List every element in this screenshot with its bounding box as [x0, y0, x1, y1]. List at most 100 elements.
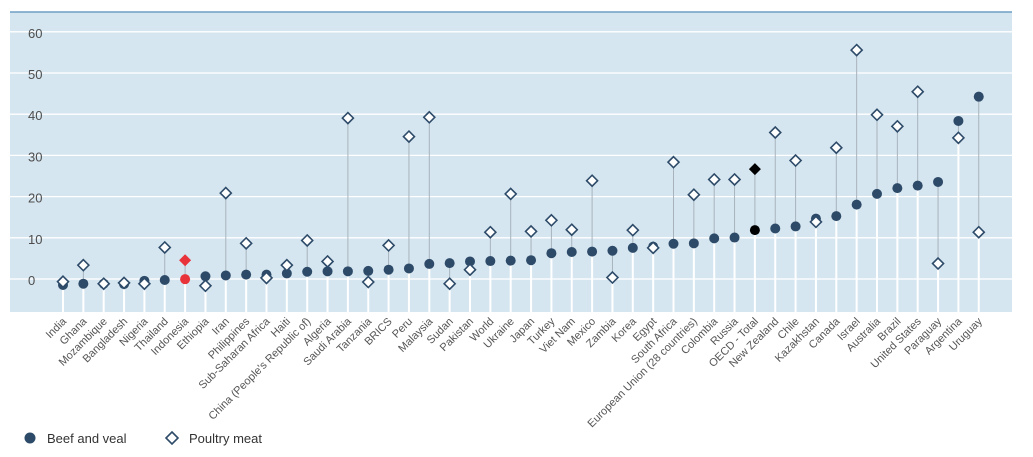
poultry-point — [788, 153, 803, 168]
legend-beef-label: Beef and veal — [47, 431, 127, 446]
beef-point — [78, 278, 89, 289]
y-tick-label: 0 — [28, 273, 35, 288]
beef-point — [587, 246, 598, 257]
poultry-point — [605, 270, 620, 285]
beef-point — [424, 258, 435, 269]
poultry-point — [850, 43, 864, 57]
y-tick-label: 40 — [28, 108, 42, 123]
poultry-point — [198, 279, 213, 293]
beef-point — [668, 238, 679, 249]
poultry-point — [687, 188, 701, 202]
beef-point — [546, 248, 557, 259]
poultry-point — [443, 277, 457, 291]
poultry-point — [829, 141, 843, 155]
beef-point — [851, 199, 862, 210]
beef-point — [220, 270, 231, 281]
x-axis-labels: IndiaGhanaMozambiqueBangladeshNigeriaTha… — [44, 315, 985, 430]
poultry-point — [931, 256, 945, 271]
poultry-point — [76, 258, 90, 272]
poultry-point — [137, 277, 152, 291]
poultry-point — [422, 110, 436, 124]
poultry-point — [585, 174, 599, 188]
poultry-point — [565, 223, 579, 237]
beef-point — [892, 183, 903, 194]
poultry-point — [361, 275, 375, 289]
poultry-point — [117, 276, 131, 290]
beef-point — [485, 256, 496, 267]
beef-point — [729, 232, 740, 243]
beef-point — [770, 223, 781, 234]
beef-point — [159, 274, 170, 285]
poultry-point — [219, 186, 233, 200]
beef-point — [566, 246, 577, 257]
poultry-point — [504, 187, 518, 201]
beef-point — [688, 238, 699, 249]
beef-point — [872, 188, 882, 199]
y-tick-label: 60 — [28, 26, 42, 41]
beef-point — [973, 91, 984, 102]
poultry-point — [707, 172, 721, 187]
beef-point — [912, 180, 923, 191]
beef-point — [790, 221, 801, 232]
legend: Beef and veal Poultry meat — [24, 430, 262, 446]
beef-point — [953, 115, 964, 126]
poultry-point — [890, 119, 904, 133]
poultry-point — [972, 225, 986, 239]
poultry-point — [259, 271, 274, 285]
beef-point — [627, 242, 638, 253]
poultry-point — [341, 111, 355, 125]
poultry-point — [544, 213, 559, 227]
poultry-point — [97, 277, 111, 291]
y-axis: 0 10 20 30 40 50 60 — [28, 26, 42, 288]
poultry-point — [626, 223, 640, 237]
beef-point — [403, 263, 414, 274]
stems — [62, 50, 980, 312]
poultry-point — [768, 125, 782, 140]
beef-point — [383, 264, 394, 275]
beef-point — [505, 255, 516, 266]
beef-point — [241, 269, 252, 280]
poultry-point — [951, 131, 966, 145]
poultry-point — [381, 238, 396, 253]
beef-point — [302, 266, 313, 277]
poultry-point — [727, 172, 742, 187]
poultry-point — [239, 236, 253, 250]
beef-point — [444, 258, 455, 269]
beef-point — [180, 274, 191, 285]
beef-point — [749, 225, 760, 236]
poultry-point — [748, 163, 761, 176]
legend-poultry-marker — [164, 430, 180, 446]
poultry-point — [911, 85, 925, 99]
poultry-point — [300, 233, 314, 248]
beef-point — [709, 233, 720, 244]
beef-point — [322, 266, 333, 277]
poultry-point — [870, 108, 884, 122]
poultry-point — [463, 263, 477, 277]
beef-point — [465, 256, 475, 267]
poultry-point — [483, 225, 497, 239]
poultry-point — [666, 155, 681, 169]
beef-point — [363, 265, 374, 276]
beef-point — [526, 255, 537, 266]
beef-point — [831, 211, 842, 222]
poultry-point — [158, 240, 172, 255]
beef-point — [200, 271, 211, 282]
y-tick-label: 50 — [28, 67, 42, 82]
beef-point — [933, 176, 944, 187]
beef-point — [281, 268, 292, 279]
poultry-point — [402, 129, 416, 144]
legend-poultry-label: Poultry meat — [189, 431, 262, 446]
poultry-point — [646, 241, 660, 255]
poultry-point — [524, 224, 538, 239]
poultry-point — [179, 254, 192, 267]
poultry-point — [56, 275, 70, 289]
poultry-point — [809, 215, 823, 229]
legend-beef-marker — [24, 432, 36, 444]
poultry-point — [280, 258, 294, 272]
beef-point — [342, 266, 353, 277]
poultry-series — [56, 43, 986, 293]
y-tick-label: 30 — [28, 149, 42, 164]
poultry-point — [320, 254, 335, 269]
beef-point — [607, 245, 618, 256]
